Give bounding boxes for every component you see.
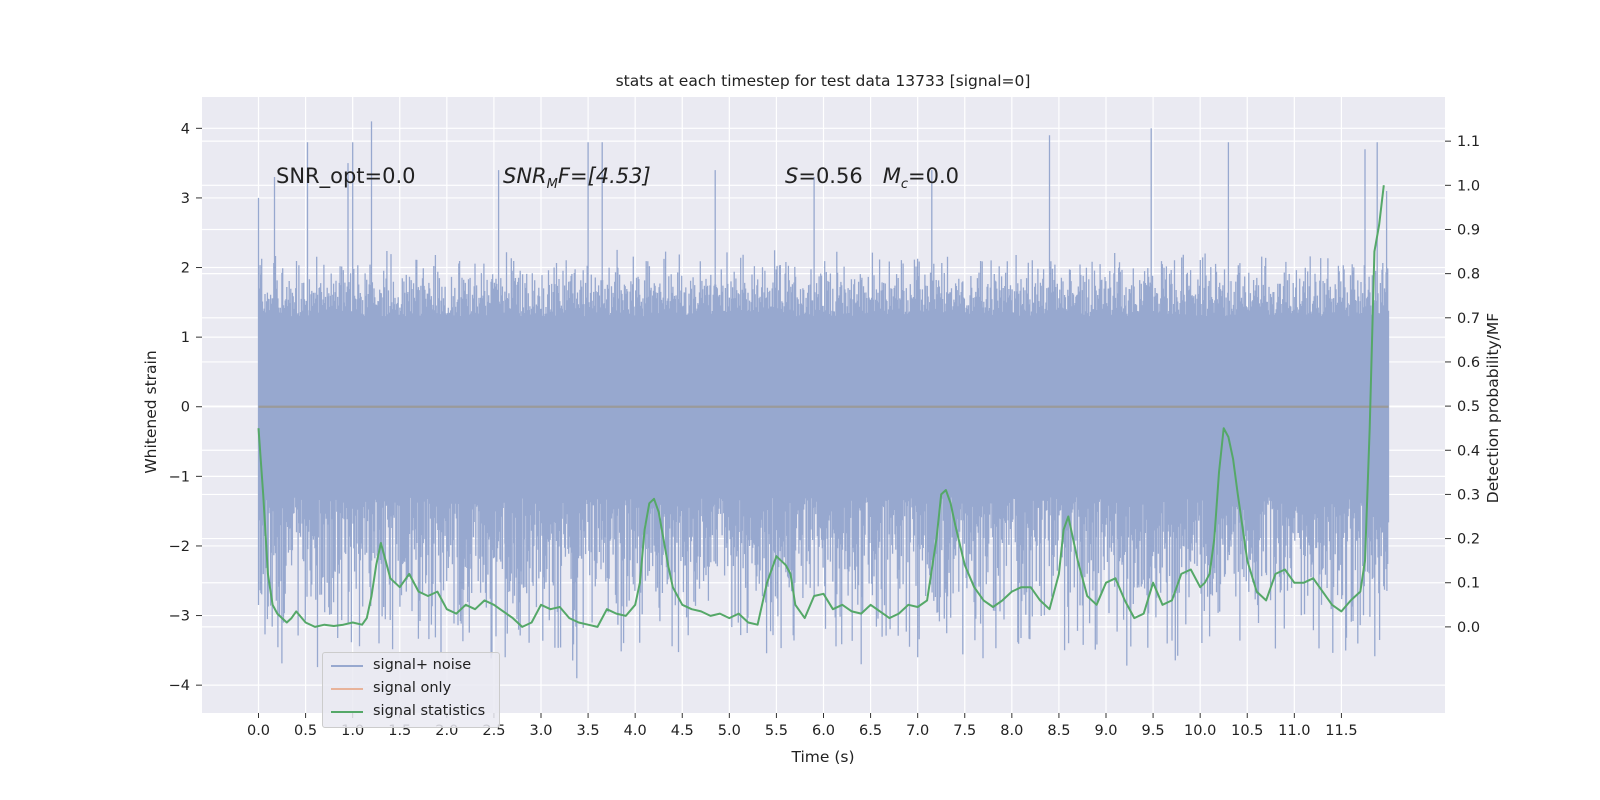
y-tick-label-right: 0.4 (1457, 443, 1480, 459)
x-tick-label: 5.0 (718, 723, 741, 739)
y-tick-label-right: 1.1 (1457, 134, 1480, 150)
x-tick-label: 11.0 (1278, 723, 1310, 739)
legend-item-signal-statistics: signal statistics (323, 701, 499, 723)
annotation-s-mc: S=0.56 Mc=0.0 (785, 164, 959, 192)
x-tick-label: 11.5 (1325, 723, 1357, 739)
legend-label-signal-noise: signal+ noise (373, 657, 472, 673)
series-lines (257, 185, 1389, 628)
y-tick-label-right: 0.2 (1457, 532, 1480, 548)
y-axis-label-right: Detection probability/MF (1484, 312, 1502, 504)
x-tick-label: 9.5 (1142, 723, 1165, 739)
series-signal-statistics-line (257, 185, 1385, 628)
x-axis-label: Time (s) (791, 748, 855, 766)
annotation-snr-mf: SNRMF=[4.53] (503, 164, 651, 192)
y-tick-label-right: 0.3 (1457, 487, 1480, 503)
annotation-snr-mf-name: SNR (503, 164, 547, 188)
y-tick-label-right: 0.6 (1457, 355, 1480, 371)
x-tick-label: 3.5 (577, 723, 600, 739)
annotation-s-name: S (785, 164, 799, 188)
legend-swatch-signal-noise (331, 665, 363, 667)
annotation-mc-value: =0.0 (908, 164, 960, 188)
x-tick-label: 5.5 (765, 723, 788, 739)
y-tick-label-right: 0.9 (1457, 222, 1480, 238)
x-tick-label: 8.0 (1000, 723, 1023, 739)
annotation-mc-sub: c (900, 177, 909, 193)
y-tick-label-left: −1 (169, 469, 190, 485)
legend-swatch-signal-statistics (331, 711, 363, 713)
x-tick-label: 7.5 (953, 723, 976, 739)
y-tick-label-right: 0.8 (1457, 267, 1480, 283)
chart-title: stats at each timestep for test data 137… (615, 72, 1031, 90)
x-tick-label: 8.5 (1047, 723, 1070, 739)
y-tick-label-right: 0.0 (1457, 620, 1480, 636)
y-axis-label-left: Whitened strain (142, 350, 160, 474)
x-tick-label: 9.0 (1094, 723, 1117, 739)
y-tick-label-left: −2 (169, 539, 190, 555)
x-tick-label: 10.0 (1184, 723, 1216, 739)
x-tick-label: 6.0 (812, 723, 835, 739)
x-tick-label: 4.5 (671, 723, 694, 739)
annotation-mc-name: M (882, 164, 901, 188)
y-tick-label-left: 2 (181, 261, 190, 277)
x-tick-label: 3.0 (529, 723, 552, 739)
legend-item-signal-noise: signal+ noise (323, 655, 499, 677)
x-tick-label: 0.5 (294, 723, 317, 739)
x-tick-label: 4.0 (624, 723, 647, 739)
axis-ticks: 0.0 0.5 1.0 1.5 2.0 2.5 3.0 3.5 4.0 4.5 5.0 5.5 6.0 6… (169, 121, 1480, 739)
x-tick-label: 7.0 (906, 723, 929, 739)
x-tick-label: 10.5 (1231, 723, 1263, 739)
annotation-snr-mf-sub: M (546, 177, 558, 193)
y-tick-label-right: 0.5 (1457, 399, 1480, 415)
y-tick-label-left: 4 (181, 121, 190, 137)
x-tick-label: 6.5 (859, 723, 882, 739)
y-tick-label-right: 0.7 (1457, 311, 1480, 327)
legend-swatch-signal-only (331, 688, 363, 690)
annotation-snr-opt: SNR_opt=0.0 (276, 164, 416, 188)
legend-label-signal-statistics: signal statistics (373, 703, 486, 719)
y-tick-label-right: 0.1 (1457, 576, 1480, 592)
legend-label-signal-only: signal only (373, 680, 452, 696)
x-tick-label: 0.0 (247, 723, 270, 739)
y-tick-label-left: −4 (169, 678, 190, 694)
y-tick-label-right: 1.0 (1457, 178, 1480, 194)
y-tick-label-left: 0 (181, 400, 190, 416)
y-tick-label-left: −3 (169, 609, 190, 625)
legend-item-signal-only: signal only (323, 678, 499, 700)
annotation-snr-mf-f: F=[4.53] (557, 164, 651, 188)
y-tick-label-left: 1 (181, 330, 190, 346)
legend: signal+ noise signal only signal statist… (322, 652, 500, 728)
y-tick-label-left: 3 (181, 191, 190, 207)
annotation-s-value: =0.56 (798, 164, 863, 188)
